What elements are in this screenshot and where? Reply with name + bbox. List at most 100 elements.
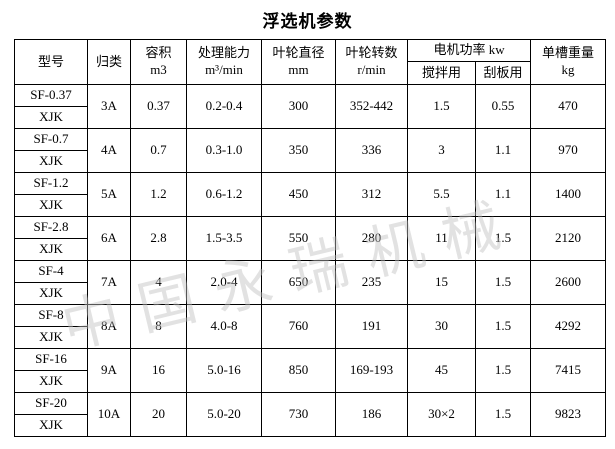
capacity-cell: 2.0-4	[186, 260, 262, 305]
weight-cell: 970	[530, 128, 607, 173]
table-row: SF-20 10A 20 5.0-20 730 186 30×2 1.5 982…	[14, 392, 607, 437]
table-row: SF-2.8 6A 2.8 1.5-3.5 550 280 11 1.5 212…	[14, 216, 607, 261]
scraper-power-cell: 1.1	[474, 128, 532, 173]
volume-cell: 0.37	[130, 84, 187, 129]
scraper-power-cell: 1.5	[474, 392, 532, 437]
volume-cell: 1.2	[130, 172, 187, 217]
weight-cell: 4292	[530, 304, 607, 349]
volume-cell: 8	[130, 304, 187, 349]
model-sub-cell: XJK	[14, 414, 88, 437]
capacity-cell: 5.0-20	[186, 392, 262, 437]
mixing-power-cell: 1.5	[407, 84, 476, 129]
mixing-power-cell: 45	[407, 348, 476, 393]
col-header-weight: 单槽重量 kg	[530, 39, 607, 85]
speed-cell: 352-442	[335, 84, 408, 129]
category-cell: 10A	[87, 392, 131, 437]
col-header-volume-label: 容积	[145, 45, 172, 61]
col-header-weight-unit: kg	[561, 62, 575, 77]
table-row: SF-16 9A 16 5.0-16 850 169-193 45 1.5 74…	[14, 348, 607, 393]
model-cell: SF-1.2	[14, 172, 88, 195]
diameter-cell: 450	[261, 172, 336, 217]
category-cell: 5A	[87, 172, 131, 217]
col-header-capacity-label: 处理能力	[197, 45, 250, 61]
model-cell: SF-0.7	[14, 128, 88, 151]
model-cell: SF-0.37	[14, 84, 88, 107]
speed-cell: 169-193	[335, 348, 408, 393]
col-header-speed-label: 叶轮转数	[345, 45, 398, 61]
speed-cell: 280	[335, 216, 408, 261]
scraper-power-cell: 1.5	[474, 304, 532, 349]
weight-cell: 1400	[530, 172, 607, 217]
weight-cell: 9823	[530, 392, 607, 437]
scraper-power-cell: 1.5	[474, 216, 532, 261]
model-cell: SF-20	[14, 392, 88, 415]
model-sub-cell: XJK	[14, 106, 88, 129]
scraper-power-cell: 1.5	[474, 348, 532, 393]
col-header-diameter-label: 叶轮直径	[272, 45, 325, 61]
category-cell: 6A	[87, 216, 131, 261]
scraper-power-cell: 0.55	[474, 84, 532, 129]
col-header-diameter: 叶轮直径 mm	[261, 39, 336, 85]
scraper-power-cell: 1.5	[474, 260, 532, 305]
model-cell: SF-16	[14, 348, 88, 371]
model-sub-cell: XJK	[14, 370, 88, 393]
diameter-cell: 850	[261, 348, 336, 393]
volume-cell: 4	[130, 260, 187, 305]
volume-cell: 2.8	[130, 216, 187, 261]
mixing-power-cell: 3	[407, 128, 476, 173]
mixing-power-cell: 30×2	[407, 392, 476, 437]
diameter-cell: 760	[261, 304, 336, 349]
model-cell: SF-2.8	[14, 216, 88, 239]
table-row: SF-0.7 4A 0.7 0.3-1.0 350 336 3 1.1 970	[14, 128, 607, 173]
diameter-cell: 350	[261, 128, 336, 173]
model-cell: SF-8	[14, 304, 88, 327]
col-header-motor-scraper: 刮板用	[474, 61, 532, 85]
spec-table: 型号 归类 容积 m3 处理能力 m³/min 叶轮直径 mm 叶轮转数 r/m…	[14, 39, 607, 437]
capacity-cell: 0.3-1.0	[186, 128, 262, 173]
weight-cell: 470	[530, 84, 607, 129]
capacity-cell: 4.0-8	[186, 304, 262, 349]
model-sub-cell: XJK	[14, 194, 88, 217]
capacity-cell: 0.6-1.2	[186, 172, 262, 217]
table-row: SF-0.37 3A 0.37 0.2-0.4 300 352-442 1.5 …	[14, 84, 607, 129]
col-header-motor-mixing: 搅拌用	[407, 61, 476, 85]
model-cell: SF-4	[14, 260, 88, 283]
mixing-power-cell: 11	[407, 216, 476, 261]
col-header-speed: 叶轮转数 r/min	[335, 39, 408, 85]
model-sub-cell: XJK	[14, 150, 88, 173]
col-header-capacity-unit: m³/min	[205, 62, 243, 77]
table-row: SF-1.2 5A 1.2 0.6-1.2 450 312 5.5 1.1 14…	[14, 172, 607, 217]
col-header-capacity: 处理能力 m³/min	[186, 39, 262, 85]
capacity-cell: 1.5-3.5	[186, 216, 262, 261]
mixing-power-cell: 5.5	[407, 172, 476, 217]
weight-cell: 2120	[530, 216, 607, 261]
col-header-diameter-unit: mm	[288, 62, 309, 77]
model-sub-cell: XJK	[14, 282, 88, 305]
model-sub-cell: XJK	[14, 326, 88, 349]
volume-cell: 16	[130, 348, 187, 393]
mixing-power-cell: 15	[407, 260, 476, 305]
col-header-model: 型号	[14, 39, 88, 85]
volume-cell: 0.7	[130, 128, 187, 173]
scraper-power-cell: 1.1	[474, 172, 532, 217]
table-row: SF-8 8A 8 4.0-8 760 191 30 1.5 4292	[14, 304, 607, 349]
diameter-cell: 550	[261, 216, 336, 261]
page-title: 浮选机参数	[262, 12, 353, 31]
speed-cell: 191	[335, 304, 408, 349]
category-cell: 4A	[87, 128, 131, 173]
category-cell: 7A	[87, 260, 131, 305]
col-header-volume: 容积 m3	[130, 39, 187, 85]
volume-cell: 20	[130, 392, 187, 437]
col-header-volume-unit: m3	[150, 62, 167, 77]
capacity-cell: 0.2-0.4	[186, 84, 262, 129]
diameter-cell: 300	[261, 84, 336, 129]
diameter-cell: 650	[261, 260, 336, 305]
table-row: SF-4 7A 4 2.0-4 650 235 15 1.5 2600	[14, 260, 607, 305]
category-cell: 9A	[87, 348, 131, 393]
diameter-cell: 730	[261, 392, 336, 437]
speed-cell: 336	[335, 128, 408, 173]
col-header-weight-label: 单槽重量	[542, 45, 595, 61]
speed-cell: 312	[335, 172, 408, 217]
speed-cell: 235	[335, 260, 408, 305]
model-sub-cell: XJK	[14, 238, 88, 261]
